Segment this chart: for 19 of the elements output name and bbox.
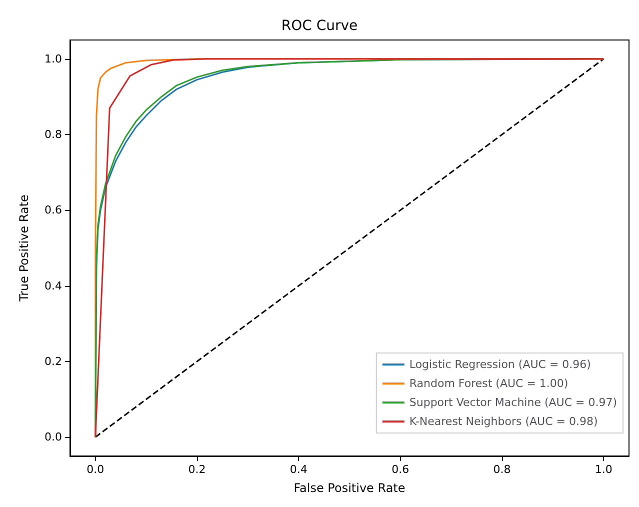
chart-title: ROC Curve bbox=[281, 18, 358, 34]
y-tick-label: 0.2 bbox=[44, 354, 62, 368]
x-tick-label: 0.2 bbox=[188, 463, 206, 476]
legend-label: Support Vector Machine (AUC = 0.97) bbox=[409, 396, 618, 409]
x-tick-label: 1.0 bbox=[594, 463, 612, 476]
x-tick-label: 0.6 bbox=[392, 463, 410, 476]
legend-label: Logistic Regression (AUC = 0.96) bbox=[409, 358, 591, 371]
y-tick-label: 0.4 bbox=[44, 279, 62, 292]
y-tick-label: 0.0 bbox=[44, 430, 62, 444]
y-tick-label: 0.8 bbox=[44, 128, 62, 142]
legend-label: Random Forest (AUC = 1.00) bbox=[409, 377, 568, 390]
x-tick-label: 0.0 bbox=[86, 463, 104, 476]
x-tick-label: 0.4 bbox=[290, 463, 308, 476]
x-tick-label: 0.8 bbox=[493, 463, 511, 476]
y-tick-label: 1.0 bbox=[44, 52, 62, 66]
y-axis-title: True Positive Rate bbox=[17, 194, 31, 302]
y-tick-label: 0.6 bbox=[44, 204, 62, 217]
x-axis-title: False Positive Rate bbox=[294, 481, 406, 495]
legend-label: K-Nearest Neighbors (AUC = 0.98) bbox=[409, 415, 598, 428]
